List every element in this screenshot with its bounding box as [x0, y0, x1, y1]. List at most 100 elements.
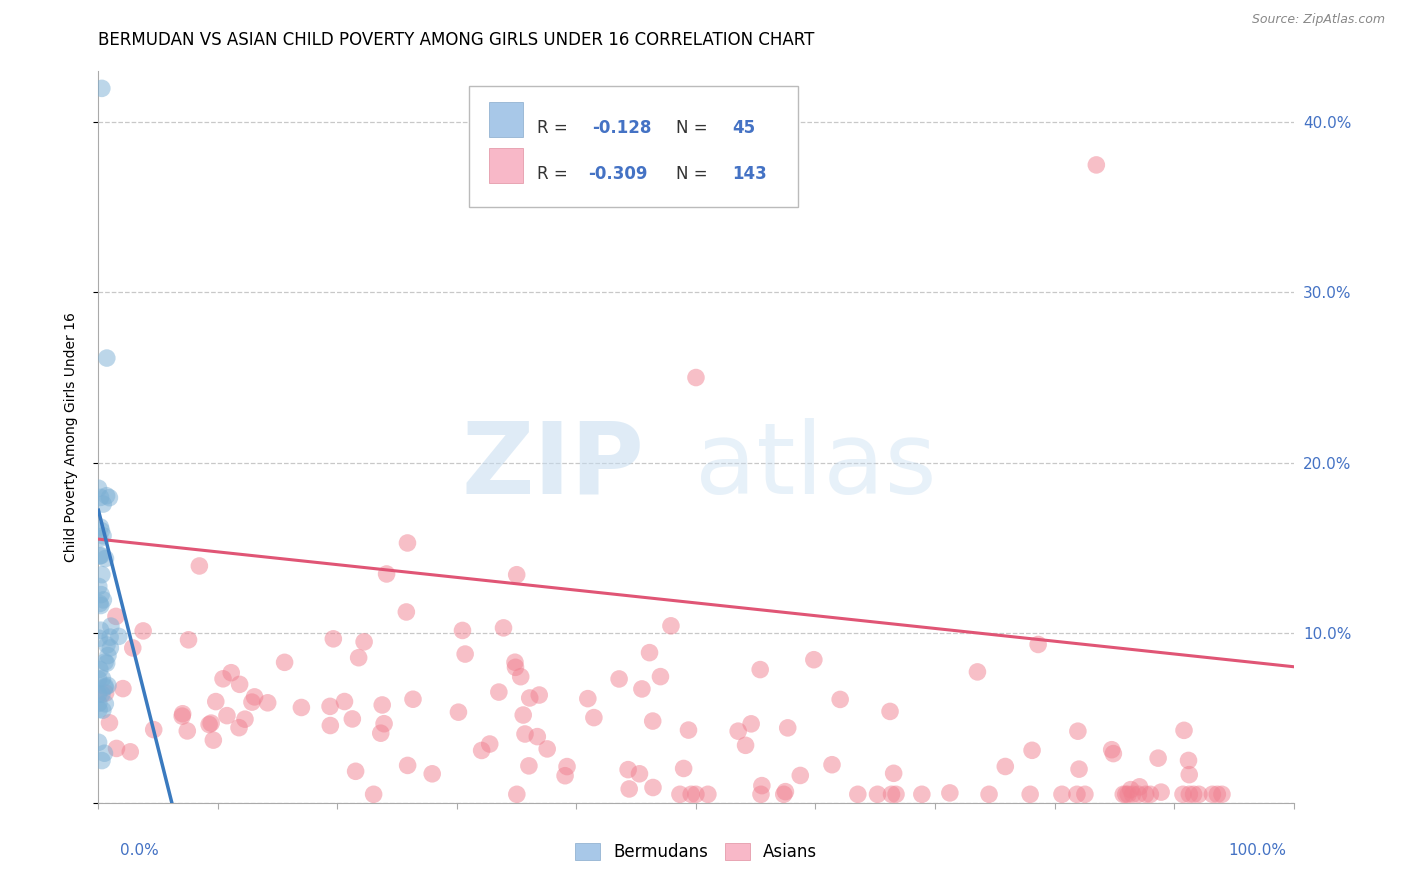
- Point: [512, 708, 534, 723]
- Point: [1066, 787, 1088, 801]
- Point: [98, 630, 121, 644]
- Point: [740, 716, 762, 731]
- Point: [678, 723, 700, 737]
- Point: [89, 532, 111, 546]
- Point: [91, 703, 114, 717]
- Point: [1177, 753, 1199, 767]
- Point: [685, 370, 707, 384]
- Point: [1211, 787, 1233, 801]
- Point: [471, 743, 494, 757]
- Point: [90, 491, 112, 505]
- Point: [631, 681, 654, 696]
- Point: [243, 690, 266, 704]
- Point: [994, 759, 1017, 773]
- Point: [1085, 158, 1108, 172]
- Point: [1147, 751, 1170, 765]
- Point: [333, 694, 356, 708]
- Point: [1188, 787, 1211, 801]
- Point: [734, 739, 756, 753]
- Point: [509, 670, 531, 684]
- Point: [87, 579, 110, 593]
- Point: [821, 757, 844, 772]
- Point: [90, 599, 112, 613]
- Point: [111, 681, 134, 696]
- Point: [977, 787, 1000, 801]
- Point: [1206, 787, 1229, 801]
- Point: [256, 696, 278, 710]
- Point: [830, 692, 852, 706]
- Point: [96, 657, 118, 671]
- Point: [100, 619, 122, 633]
- Point: [87, 672, 110, 686]
- Point: [98, 715, 121, 730]
- Point: [529, 688, 551, 702]
- Point: [87, 702, 110, 716]
- Point: [846, 787, 869, 801]
- Point: [93, 593, 115, 607]
- Point: [172, 706, 194, 721]
- Point: [1101, 742, 1123, 756]
- Point: [749, 663, 772, 677]
- Point: [659, 619, 682, 633]
- Point: [228, 721, 250, 735]
- Point: [669, 787, 692, 801]
- Point: [554, 769, 576, 783]
- Y-axis label: Child Poverty Among Girls Under 16: Child Poverty Among Girls Under 16: [63, 312, 77, 562]
- Text: 143: 143: [733, 165, 766, 183]
- Point: [517, 759, 540, 773]
- Point: [650, 670, 672, 684]
- Point: [91, 497, 114, 511]
- Point: [447, 705, 470, 719]
- Text: -0.128: -0.128: [592, 119, 651, 136]
- Point: [290, 700, 312, 714]
- Point: [1128, 780, 1150, 794]
- Point: [1050, 787, 1073, 801]
- Point: [319, 699, 342, 714]
- Point: [519, 690, 541, 705]
- Point: [1116, 787, 1139, 801]
- Point: [132, 624, 155, 638]
- Point: [96, 351, 118, 365]
- Text: 45: 45: [733, 119, 755, 136]
- Point: [370, 726, 392, 740]
- Point: [939, 786, 962, 800]
- Point: [342, 712, 364, 726]
- Point: [87, 735, 110, 749]
- Point: [97, 679, 120, 693]
- Point: [803, 653, 825, 667]
- Point: [100, 640, 122, 655]
- Text: R =: R =: [537, 165, 574, 183]
- Point: [685, 787, 707, 801]
- Point: [347, 650, 370, 665]
- Point: [94, 681, 117, 695]
- FancyBboxPatch shape: [470, 86, 797, 207]
- Point: [96, 489, 118, 503]
- Point: [879, 705, 901, 719]
- Point: [1067, 724, 1090, 739]
- Point: [883, 766, 905, 780]
- Point: [727, 724, 749, 739]
- Point: [488, 685, 510, 699]
- Point: [420, 766, 443, 780]
- Point: [751, 779, 773, 793]
- Point: [1021, 743, 1043, 757]
- Point: [641, 714, 664, 728]
- Point: [866, 787, 889, 801]
- Point: [1102, 747, 1125, 761]
- Point: [94, 655, 117, 669]
- Point: [1135, 787, 1157, 801]
- Point: [1122, 787, 1144, 801]
- Point: [966, 665, 988, 679]
- Point: [1150, 785, 1173, 799]
- Point: [1178, 767, 1201, 781]
- Point: [204, 695, 226, 709]
- Text: 0.0%: 0.0%: [120, 843, 159, 858]
- Point: [240, 695, 263, 709]
- Point: [90, 588, 112, 602]
- Point: [576, 691, 599, 706]
- Point: [105, 741, 128, 756]
- Point: [90, 567, 112, 582]
- Point: [89, 520, 111, 534]
- Point: [90, 623, 112, 637]
- Point: [219, 665, 242, 680]
